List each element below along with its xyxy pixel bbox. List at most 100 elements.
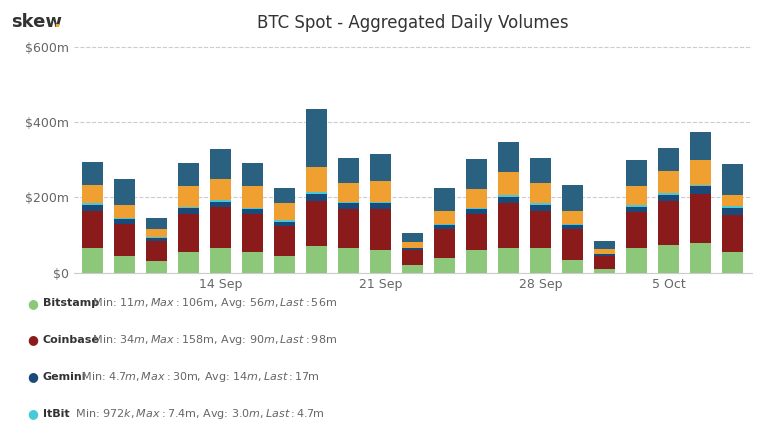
Bar (82, 248, 103, 273)
Bar (467, 207, 487, 209)
Bar (115, 218, 135, 219)
Bar (243, 163, 264, 186)
Bar (594, 241, 615, 249)
Bar (562, 260, 583, 273)
Text: Gemini: Gemini (43, 372, 86, 382)
Bar (498, 203, 519, 248)
Bar (562, 211, 583, 224)
Text: Min: $11m, Max: $106m, Avg: $56m, Last: $56m: Min: $11m, Max: $106m, Avg: $56m, Last: … (89, 296, 337, 310)
Bar (402, 248, 423, 250)
Bar (498, 142, 519, 172)
Bar (306, 246, 327, 273)
Bar (722, 164, 743, 195)
Bar (626, 248, 647, 273)
Bar (498, 195, 519, 197)
Bar (658, 148, 679, 171)
Bar (82, 162, 103, 184)
Bar (691, 132, 711, 160)
Bar (626, 187, 647, 205)
Bar (498, 248, 519, 273)
Bar (339, 158, 359, 183)
Bar (370, 201, 391, 203)
Bar (434, 258, 455, 273)
Bar (402, 265, 423, 273)
Bar (562, 184, 583, 211)
Bar (306, 192, 327, 194)
Bar (467, 214, 487, 250)
Bar (210, 207, 231, 248)
Text: ●: ● (27, 297, 38, 310)
Bar (243, 186, 264, 208)
Bar (467, 250, 487, 273)
Bar (115, 224, 135, 256)
Bar (691, 160, 711, 184)
Bar (274, 204, 295, 220)
Text: skew: skew (12, 13, 63, 31)
Bar (115, 205, 135, 218)
Bar (115, 256, 135, 273)
Bar (722, 215, 743, 252)
Text: ItBit: ItBit (43, 408, 69, 419)
Bar (82, 205, 103, 210)
Bar (402, 250, 423, 265)
Bar (691, 187, 711, 194)
Bar (402, 242, 423, 248)
Bar (146, 229, 167, 237)
Bar (498, 172, 519, 195)
Bar (178, 214, 199, 252)
Bar (339, 201, 359, 203)
Bar (178, 186, 199, 207)
Bar (530, 210, 551, 248)
Bar (243, 208, 264, 210)
Bar (370, 203, 391, 209)
Bar (626, 160, 647, 187)
Bar (306, 201, 327, 246)
Text: ●: ● (27, 407, 38, 420)
Bar (562, 225, 583, 229)
Bar (530, 205, 551, 210)
Bar (722, 207, 743, 208)
Bar (243, 252, 264, 273)
Bar (402, 233, 423, 242)
Bar (210, 149, 231, 179)
Bar (594, 256, 615, 268)
Bar (658, 193, 679, 195)
Bar (274, 220, 295, 222)
Bar (370, 250, 391, 273)
Bar (530, 248, 551, 273)
Bar (658, 171, 679, 193)
Bar (434, 188, 455, 211)
Bar (210, 200, 231, 201)
Bar (626, 205, 647, 207)
Bar (722, 208, 743, 215)
Title: BTC Spot - Aggregated Daily Volumes: BTC Spot - Aggregated Daily Volumes (257, 14, 569, 32)
Bar (146, 218, 167, 229)
Bar (434, 211, 455, 224)
Bar (498, 197, 519, 203)
Bar (722, 195, 743, 207)
Bar (146, 238, 167, 241)
Bar (562, 224, 583, 225)
Bar (210, 201, 231, 207)
Bar (658, 195, 679, 201)
Bar (467, 189, 487, 207)
Bar (594, 254, 615, 256)
Bar (274, 226, 295, 256)
Bar (530, 158, 551, 183)
Bar (691, 194, 711, 242)
Text: ●: ● (27, 370, 38, 383)
Bar (434, 225, 455, 229)
Bar (626, 207, 647, 213)
Text: ●: ● (27, 333, 38, 346)
Bar (306, 194, 327, 201)
Bar (243, 210, 264, 214)
Bar (434, 229, 455, 258)
Bar (82, 204, 103, 205)
Bar (178, 208, 199, 214)
Bar (210, 179, 231, 200)
Bar (274, 188, 295, 204)
Bar (178, 252, 199, 273)
Bar (115, 178, 135, 205)
Bar (146, 241, 167, 262)
Bar (178, 163, 199, 186)
